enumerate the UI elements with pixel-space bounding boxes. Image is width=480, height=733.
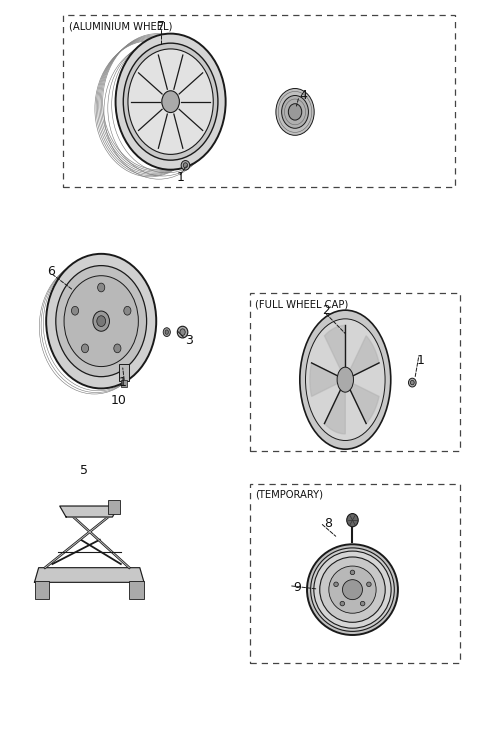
- Bar: [120, 364, 129, 381]
- Polygon shape: [310, 363, 345, 397]
- Ellipse shape: [181, 161, 190, 170]
- Text: 5: 5: [81, 464, 88, 477]
- Text: 2: 2: [322, 303, 330, 317]
- Ellipse shape: [334, 582, 338, 586]
- Ellipse shape: [163, 328, 170, 336]
- Ellipse shape: [360, 601, 365, 606]
- Bar: [108, 501, 120, 514]
- Text: 8: 8: [324, 517, 332, 529]
- Ellipse shape: [300, 310, 391, 449]
- Polygon shape: [35, 567, 144, 582]
- Polygon shape: [324, 380, 345, 434]
- Text: (FULL WHEEL CAP): (FULL WHEEL CAP): [255, 299, 348, 309]
- Ellipse shape: [64, 276, 138, 366]
- Ellipse shape: [114, 344, 121, 353]
- Ellipse shape: [347, 514, 358, 527]
- Ellipse shape: [320, 557, 385, 622]
- Ellipse shape: [93, 311, 109, 331]
- Text: 1: 1: [119, 376, 127, 389]
- Ellipse shape: [56, 265, 146, 377]
- Text: 1: 1: [417, 354, 425, 367]
- Ellipse shape: [342, 580, 362, 600]
- Ellipse shape: [340, 601, 345, 606]
- Ellipse shape: [350, 570, 355, 575]
- Ellipse shape: [288, 103, 302, 120]
- Ellipse shape: [97, 283, 105, 292]
- Ellipse shape: [276, 89, 314, 136]
- Text: 9: 9: [293, 581, 301, 594]
- Text: 6: 6: [47, 265, 55, 278]
- Text: 10: 10: [111, 394, 127, 408]
- Text: (TEMPORARY): (TEMPORARY): [255, 490, 324, 499]
- Ellipse shape: [305, 319, 385, 441]
- Ellipse shape: [337, 367, 353, 392]
- Ellipse shape: [72, 306, 79, 315]
- Polygon shape: [345, 380, 379, 424]
- Ellipse shape: [329, 566, 376, 614]
- Ellipse shape: [410, 380, 414, 385]
- Text: 7: 7: [157, 20, 165, 33]
- Bar: [130, 581, 144, 599]
- Bar: [121, 380, 127, 387]
- Bar: [35, 581, 49, 599]
- Ellipse shape: [82, 344, 89, 353]
- Text: 3: 3: [185, 334, 193, 347]
- Ellipse shape: [123, 43, 218, 161]
- Ellipse shape: [97, 316, 106, 326]
- Polygon shape: [324, 325, 345, 380]
- Ellipse shape: [165, 330, 168, 334]
- Polygon shape: [345, 336, 379, 380]
- Ellipse shape: [180, 329, 185, 336]
- Text: (ALUMINIUM WHEEL): (ALUMINIUM WHEEL): [69, 21, 172, 32]
- Ellipse shape: [116, 34, 226, 170]
- Ellipse shape: [128, 49, 213, 155]
- Ellipse shape: [408, 378, 416, 387]
- Polygon shape: [60, 506, 119, 517]
- Ellipse shape: [314, 551, 391, 628]
- Ellipse shape: [282, 95, 309, 128]
- Ellipse shape: [307, 545, 398, 635]
- Ellipse shape: [367, 582, 371, 586]
- Ellipse shape: [311, 548, 394, 631]
- Ellipse shape: [162, 91, 180, 113]
- Ellipse shape: [183, 163, 188, 168]
- Ellipse shape: [177, 326, 188, 338]
- Ellipse shape: [124, 306, 131, 315]
- Ellipse shape: [46, 254, 156, 388]
- Text: 4: 4: [300, 89, 308, 103]
- Text: 1: 1: [176, 172, 184, 184]
